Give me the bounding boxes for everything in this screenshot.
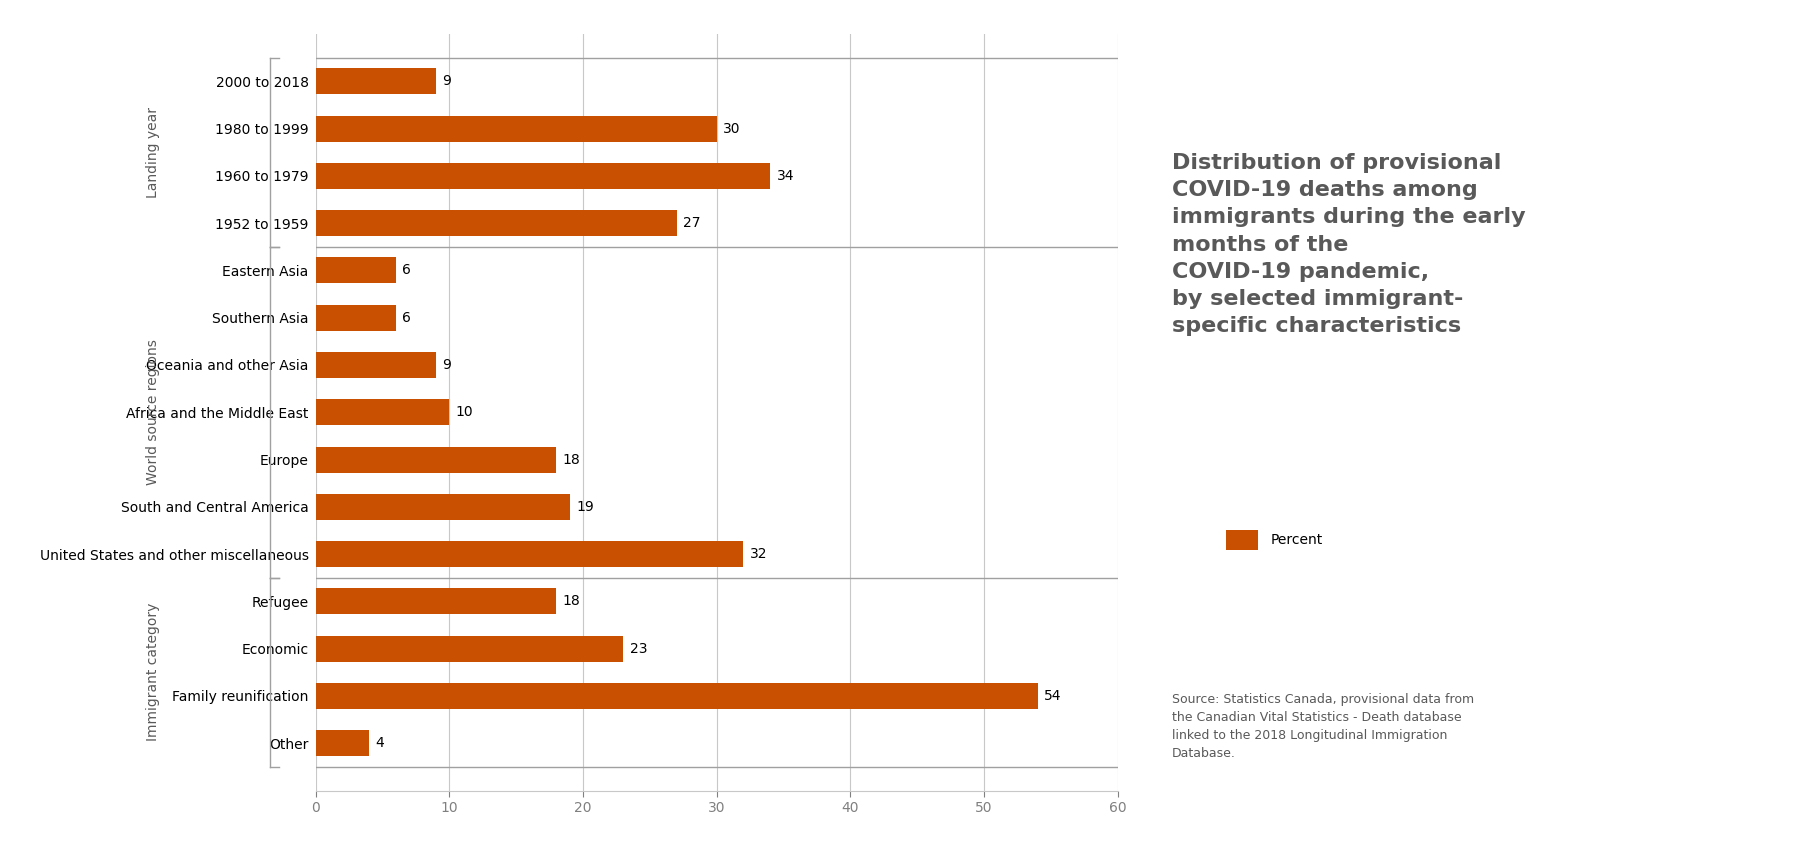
Bar (316, 352, 436, 378)
Text: 6: 6 (402, 264, 411, 277)
Text: 19: 19 (577, 500, 593, 513)
Text: Landing year: Landing year (146, 107, 160, 198)
Bar (316, 258, 397, 283)
Text: 18: 18 (563, 594, 581, 609)
Text: 4: 4 (375, 736, 384, 750)
Text: Source: Statistics Canada, provisional data from
the Canadian Vital Statistics -: Source: Statistics Canada, provisional d… (1172, 693, 1475, 760)
Text: 18: 18 (563, 452, 581, 467)
Text: 9: 9 (442, 75, 451, 88)
Text: Immigrant category: Immigrant category (146, 603, 160, 741)
Text: World source regions: World source regions (146, 339, 160, 485)
Bar (316, 163, 770, 189)
Bar (316, 68, 436, 94)
Text: 9: 9 (442, 358, 451, 372)
Bar (316, 400, 449, 425)
Bar (316, 683, 1039, 709)
Bar (316, 494, 570, 520)
Text: Distribution of provisional
COVID-19 deaths among
immigrants during the early
mo: Distribution of provisional COVID-19 dea… (1172, 153, 1525, 337)
Text: 32: 32 (750, 547, 768, 561)
Bar (316, 116, 716, 142)
Bar (316, 730, 370, 756)
Bar (316, 304, 397, 331)
Text: 34: 34 (777, 169, 795, 183)
Bar (316, 541, 743, 567)
Text: 54: 54 (1044, 688, 1062, 703)
Text: 6: 6 (402, 311, 411, 325)
Bar (316, 588, 557, 615)
Bar (316, 446, 557, 473)
Text: 10: 10 (456, 405, 474, 419)
Text: 27: 27 (683, 216, 701, 230)
Text: 30: 30 (723, 122, 741, 136)
Bar (316, 636, 624, 661)
Bar (316, 210, 676, 236)
Text: Percent: Percent (1271, 533, 1323, 547)
Text: 23: 23 (629, 642, 647, 655)
